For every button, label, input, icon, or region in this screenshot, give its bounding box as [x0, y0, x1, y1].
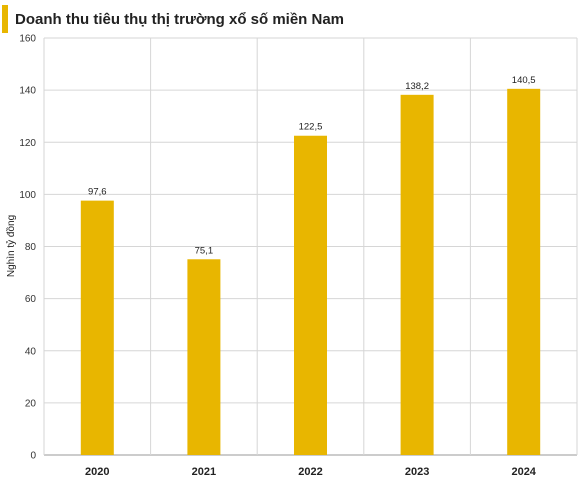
data-label-2021: 75,1	[195, 245, 214, 256]
bar-2023	[400, 94, 434, 455]
y-axis-ticks: 0 20 40 60 80 100 120 140 160	[19, 34, 36, 462]
y-tick-label: 20	[25, 398, 37, 409]
x-tick-label-2023: 2023	[405, 466, 429, 478]
y-tick-label: 160	[19, 34, 36, 45]
bar-2021	[187, 259, 221, 455]
y-tick-label: 80	[25, 242, 37, 253]
y-tick-label: 140	[19, 86, 36, 97]
bar-2024	[507, 88, 541, 456]
x-axis-ticks: 2020 2021 2022 2023 2024	[85, 466, 537, 478]
chart-title: Doanh thu tiêu thụ thị trường xổ số miền…	[15, 10, 345, 28]
bars	[80, 88, 541, 456]
x-tick-label-2024: 2024	[511, 466, 536, 478]
chart-header: Doanh thu tiêu thụ thị trường xổ số miền…	[2, 4, 344, 34]
y-tick-label: 120	[19, 138, 36, 149]
y-tick-label: 60	[25, 294, 37, 305]
x-tick-label-2020: 2020	[85, 466, 109, 478]
data-labels: 97,6 75,1 122,5 138,2 140,5	[88, 75, 536, 256]
x-tick-label-2022: 2022	[298, 466, 322, 478]
data-label-2024: 140,5	[512, 75, 536, 86]
y-tick-label: 100	[19, 190, 36, 201]
y-tick-label: 40	[25, 346, 37, 357]
data-label-2020: 97,6	[88, 187, 107, 198]
data-label-2022: 122,5	[299, 122, 323, 133]
y-tick-label: 0	[30, 451, 36, 462]
bar-2022	[294, 135, 327, 455]
title-accent-bar	[2, 5, 8, 33]
bar-2020	[80, 200, 114, 455]
x-tick-label-2021: 2021	[192, 466, 216, 478]
y-axis-label: Nghìn tỷ đồng	[5, 215, 17, 277]
data-label-2023: 138,2	[405, 81, 429, 92]
